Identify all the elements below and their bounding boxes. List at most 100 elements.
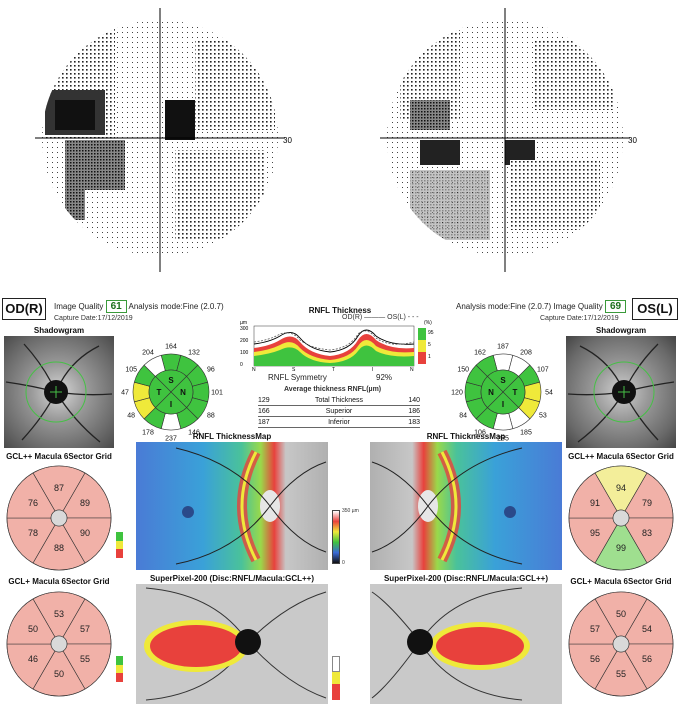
grid-center xyxy=(612,509,630,527)
grid-value: 57 xyxy=(80,624,90,634)
od-value: 166 xyxy=(258,408,270,415)
clock-value: 162 xyxy=(474,350,486,357)
os-superpixel-title: SuperPixel-200 (Disc:RNFL/Macula:GCL++) xyxy=(383,574,549,583)
os-value: 183 xyxy=(408,419,420,426)
clock-value: 88 xyxy=(207,413,215,420)
grid-value: 89 xyxy=(80,498,90,508)
od-gclp-legend xyxy=(116,656,123,682)
od-gclpp-legend xyxy=(116,532,123,558)
rnfl-pct-tick: 5 xyxy=(428,342,431,348)
os-gclp-title: GCL+ Macula 6Sector Grid xyxy=(570,577,672,586)
od-quality-row: Image Quality 61 Analysis mode:Fine (2.0… xyxy=(54,300,224,313)
grid-center xyxy=(50,509,68,527)
grid-value: 91 xyxy=(590,498,600,508)
grid-center xyxy=(50,635,68,653)
superpixel-legend xyxy=(332,656,340,700)
grid-value: 50 xyxy=(616,609,626,619)
os-thickness-map xyxy=(370,442,562,570)
rnfl-symmetry-value: 92% xyxy=(376,373,393,382)
grid-value: 55 xyxy=(616,669,626,679)
grid-value: 90 xyxy=(80,528,90,538)
thickness-scale-top: 350 µm xyxy=(342,508,359,514)
os-gclpp-grid: 94 79 83 99 95 91 xyxy=(568,465,674,571)
rnfl-y-unit: µm xyxy=(240,320,247,326)
grid-value: 83 xyxy=(642,528,652,538)
vf-left-axis-label: 30 xyxy=(628,136,637,145)
clock-value: 107 xyxy=(537,367,549,374)
clock-value: 54 xyxy=(545,390,553,397)
os-capture-date: Capture Date:17/12/2019 xyxy=(540,315,619,322)
clock-quadrant xyxy=(148,376,172,408)
thickness-scale-bottom: 0 xyxy=(342,560,345,566)
rnfl-y-tick: 200 xyxy=(240,338,249,344)
os-quality-row: Analysis mode:Fine (2.0.7) Image Quality… xyxy=(456,300,627,313)
od-label: OD(R) xyxy=(2,298,46,320)
clock-value: 178 xyxy=(142,429,154,436)
rnfl-y-tick: 100 xyxy=(240,350,249,356)
os-map-title: RNFL ThicknessMap xyxy=(426,432,506,441)
clock-quadrant-label: N xyxy=(180,388,186,397)
os-shadowgram-title: Shadowgram xyxy=(595,326,647,335)
grid-value: 94 xyxy=(616,483,626,493)
os-gclpp-title: GCL++ Macula 6Sector Grid xyxy=(568,452,674,461)
rnfl-legend: OD(R) ——— OS(L) - - - xyxy=(342,314,419,321)
visual-field-right: 30 xyxy=(35,8,292,272)
rnfl-y-tick: 0 xyxy=(240,362,243,368)
od-quality-label: Image Quality xyxy=(54,302,104,311)
od-thickness-map xyxy=(136,442,328,570)
rnfl-x-tick: S xyxy=(292,367,296,372)
row-label: Inferior xyxy=(328,419,350,426)
clock-quadrant-label: S xyxy=(500,376,506,385)
grid-value: 55 xyxy=(80,654,90,664)
clock-value: 150 xyxy=(457,367,469,374)
grid-value: 54 xyxy=(642,624,652,634)
od-quality-value: 61 xyxy=(105,300,127,313)
od-superpixel-title: SuperPixel-200 (Disc:RNFL/Macula:GCL++) xyxy=(149,574,315,583)
grid-center xyxy=(612,635,630,653)
grid-value: 50 xyxy=(28,624,38,634)
os-value: 140 xyxy=(408,397,420,404)
grid-value: 88 xyxy=(54,543,64,553)
grid-value: 50 xyxy=(54,669,64,679)
os-value: 186 xyxy=(408,408,420,415)
rnfl-pct-tick: 95 xyxy=(428,330,434,336)
od-shadowgram-title: Shadowgram xyxy=(33,326,85,335)
row-label: Superior xyxy=(325,408,353,415)
od-superpixel-image xyxy=(136,584,328,704)
clock-quadrant xyxy=(480,376,504,408)
rnfl-x-tick: T xyxy=(332,367,335,372)
grid-value: 78 xyxy=(28,528,38,538)
grid-value: 76 xyxy=(28,498,38,508)
visual-field-left: 30 xyxy=(380,8,637,272)
clock-value: 204 xyxy=(142,350,154,357)
od-value: 187 xyxy=(258,419,270,426)
clock-value: 146 xyxy=(188,429,200,436)
table-row: 166 Superior 186 xyxy=(258,406,420,417)
grid-value: 95 xyxy=(590,528,600,538)
os-quality-value: 69 xyxy=(604,300,627,313)
grid-value: 56 xyxy=(590,654,600,664)
rnfl-pct-tick: 1 xyxy=(428,354,431,360)
grid-value: 57 xyxy=(590,624,600,634)
rnfl-avg-title: Average thickness RNFL(µm) xyxy=(284,386,382,393)
table-row: 129 Total Thickness 140 xyxy=(258,395,420,406)
clock-quadrant-label: N xyxy=(488,388,494,397)
grid-value: 53 xyxy=(54,609,64,619)
grid-value: 79 xyxy=(642,498,652,508)
os-superpixel-image xyxy=(370,584,562,704)
od-shadowgram-image xyxy=(4,336,114,448)
od-gclp-grid: 53 57 55 50 46 50 xyxy=(6,591,112,697)
clock-value: 53 xyxy=(539,413,547,420)
thickness-scale-bar xyxy=(332,510,340,564)
os-analysis-mode: Analysis mode:Fine (2.0.7) xyxy=(456,302,552,311)
clock-value: 255 xyxy=(497,436,509,443)
clock-value: 185 xyxy=(520,429,532,436)
rnfl-y-tick: 300 xyxy=(240,326,249,332)
rnfl-symmetry-label: RNFL Symmetry xyxy=(268,373,327,382)
rnfl-title: RNFL Thickness xyxy=(308,306,372,315)
rnfl-avg-table: 129 Total Thickness 140 166 Superior 186… xyxy=(258,395,420,428)
clock-quadrant-label: S xyxy=(168,376,174,385)
clock-value: 120 xyxy=(451,390,463,397)
od-gclp-title: GCL+ Macula 6Sector Grid xyxy=(8,577,110,586)
